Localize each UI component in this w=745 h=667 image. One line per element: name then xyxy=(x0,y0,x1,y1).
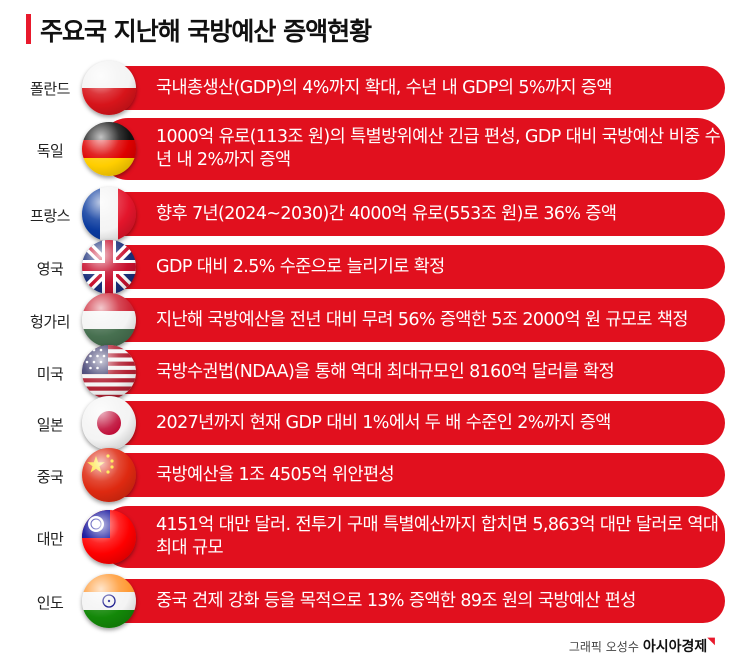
country-label: 헝가리 xyxy=(30,313,70,331)
poland-flag-icon xyxy=(82,61,136,115)
usa-flag-icon xyxy=(82,345,136,399)
description-pill: 4151억 대만 달러. 전투기 구매 특별예산까지 합치면 5,863억 대만… xyxy=(100,506,725,568)
country-label: 폴란드 xyxy=(30,80,70,98)
description-pill: 중국 견제 강화 등을 목적으로 13% 증액한 89조 원의 국방예산 편성 xyxy=(100,579,725,623)
title-accent-bar xyxy=(26,14,31,44)
brand-mark-icon: ◥ xyxy=(707,636,715,647)
description-pill: GDP 대비 2.5% 수준으로 늘리기로 확정 xyxy=(100,245,725,289)
japan-flag-icon xyxy=(82,396,136,450)
country-label: 미국 xyxy=(36,365,64,383)
country-label: 프랑스 xyxy=(30,207,70,225)
india-flag-icon xyxy=(82,574,136,628)
description-pill: 국방예산을 1조 4505억 위안편성 xyxy=(100,453,725,497)
country-label: 일본 xyxy=(36,416,64,434)
country-label: 대만 xyxy=(36,530,64,548)
page-title: 주요국 지난해 국방예산 증액현황 xyxy=(40,17,372,46)
description-pill: 지난해 국방예산을 전년 대비 무려 56% 증액한 5조 2000억 원 규모… xyxy=(100,298,725,342)
description-pill: 1000억 유로(113조 원)의 특별방위예산 긴급 편성, GDP 대비 국… xyxy=(100,118,725,180)
france-flag-icon xyxy=(82,187,136,241)
description-pill: 향후 7년(2024~2030)간 4000억 유로(553조 원)로 36% … xyxy=(100,192,725,236)
taiwan-flag-icon xyxy=(82,510,136,564)
description-pill: 2027년까지 현재 GDP 대비 1%에서 두 배 수준인 2%까지 증액 xyxy=(100,401,725,445)
country-label: 중국 xyxy=(36,468,64,486)
country-label: 인도 xyxy=(36,594,64,612)
uk-flag-icon xyxy=(82,240,136,294)
country-label: 독일 xyxy=(36,142,64,160)
hungary-flag-icon xyxy=(82,293,136,347)
country-label: 영국 xyxy=(36,260,64,278)
description-pill: 국내총생산(GDP)의 4%까지 확대, 수년 내 GDP의 5%까지 증액 xyxy=(100,66,725,110)
brand-logo: 아시아경제 xyxy=(642,639,708,655)
germany-flag-icon xyxy=(82,122,136,176)
credit-line: 그래픽 오성수 아시아경제◥ xyxy=(569,636,715,656)
credit-label: 그래픽 오성수 xyxy=(568,640,639,654)
description-pill: 국방수권법(NDAA)을 통해 역대 최대규모인 8160억 달러를 확정 xyxy=(100,350,725,394)
china-flag-icon xyxy=(82,448,136,502)
